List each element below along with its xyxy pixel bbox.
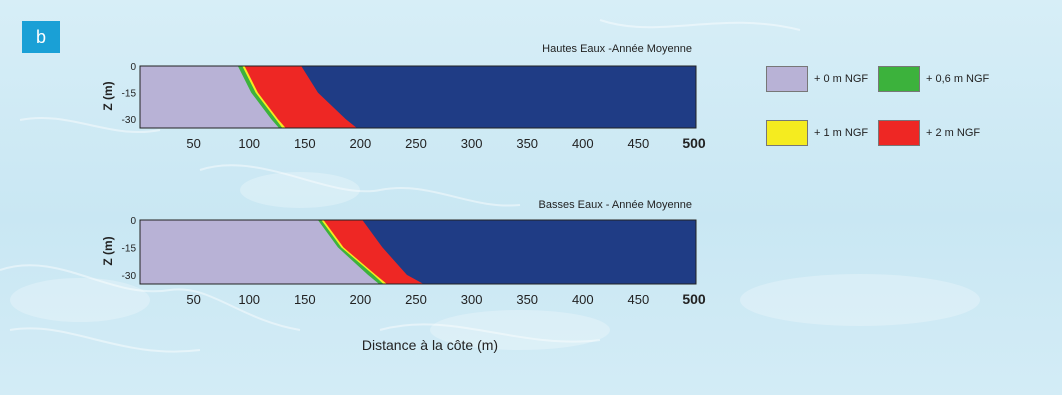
legend-label-06m: + 0,6 m NGF xyxy=(926,73,990,85)
legend: + 0 m NGF + 0,6 m NGF + 1 m NGF + 2 m NG… xyxy=(766,66,1026,156)
x-tick-label-1-3: 200 xyxy=(350,292,372,307)
legend-swatch-1m xyxy=(766,120,808,146)
x-tick-label-0-7: 400 xyxy=(572,136,594,151)
legend-label-2m: + 2 m NGF xyxy=(926,127,981,139)
y-axis-label-0: Z (m) xyxy=(101,81,115,110)
legend-item-1m: + 1 m NGF xyxy=(766,120,868,146)
y-tick-label-0-1: -15 xyxy=(122,89,137,100)
y-tick-label-0-0: 0 xyxy=(130,62,136,73)
x-tick-label-1-8: 450 xyxy=(628,292,650,307)
x-tick-label-1-4: 250 xyxy=(405,292,427,307)
legend-label-0m: + 0 m NGF xyxy=(814,73,869,85)
y-tick-label-1-0: 0 xyxy=(130,216,136,227)
zone-0-0 xyxy=(140,66,279,128)
x-tick-label-1-0: 50 xyxy=(186,292,200,307)
x-axis-label-1: Distance à la côte (m) xyxy=(362,337,498,353)
x-tick-label-0-9: 500 xyxy=(682,135,706,151)
x-tick-label-1-9: 500 xyxy=(682,291,706,307)
zone-1-0 xyxy=(140,220,380,284)
x-tick-label-0-1: 100 xyxy=(238,136,260,151)
chart-title-0: Hautes Eaux -Année Moyenne xyxy=(542,43,692,55)
x-tick-label-0-8: 450 xyxy=(628,136,650,151)
plot-frame-0 xyxy=(139,65,697,129)
legend-item-2m: + 2 m NGF xyxy=(878,120,980,146)
x-tick-label-0-6: 350 xyxy=(516,136,538,151)
x-tick-label-0-4: 250 xyxy=(405,136,427,151)
x-tick-label-0-0: 50 xyxy=(186,136,200,151)
y-tick-label-1-1: -15 xyxy=(122,243,137,254)
legend-swatch-2m xyxy=(878,120,920,146)
x-tick-label-1-5: 300 xyxy=(461,292,483,307)
legend-item-0m: + 0 m NGF xyxy=(766,66,868,92)
chart-title-1: Basses Eaux - Année Moyenne xyxy=(539,199,692,211)
y-axis-label-1: Z (m) xyxy=(101,236,115,265)
y-tick-label-1-2: -30 xyxy=(122,271,137,282)
x-tick-label-1-6: 350 xyxy=(516,292,538,307)
x-tick-label-0-3: 200 xyxy=(350,136,372,151)
legend-item-06m: + 0,6 m NGF xyxy=(878,66,989,92)
plot-frame-1 xyxy=(139,219,697,285)
legend-swatch-06m xyxy=(878,66,920,92)
x-tick-label-1-7: 400 xyxy=(572,292,594,307)
x-tick-label-1-2: 150 xyxy=(294,292,316,307)
x-tick-label-0-5: 300 xyxy=(461,136,483,151)
legend-swatch-0m xyxy=(766,66,808,92)
y-tick-label-0-2: -30 xyxy=(122,115,137,126)
panel-label: b xyxy=(22,21,60,53)
legend-label-1m: + 1 m NGF xyxy=(814,127,869,139)
x-tick-label-1-1: 100 xyxy=(238,292,260,307)
x-tick-label-0-2: 150 xyxy=(294,136,316,151)
